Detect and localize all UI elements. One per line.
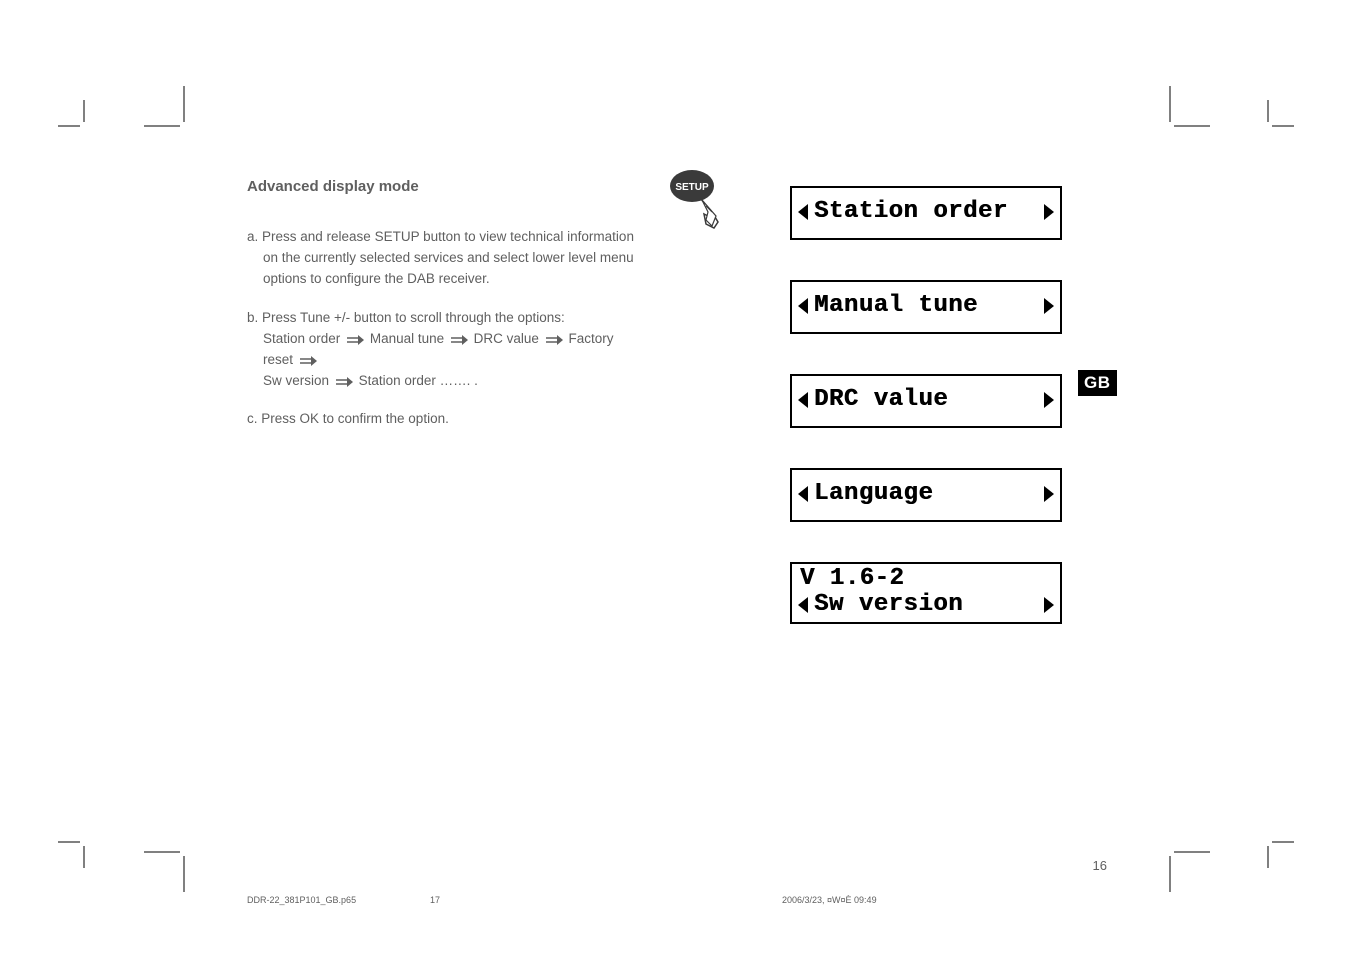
- setup-button-icon: SETUP: [668, 168, 726, 239]
- right-arrow-icon: [1044, 486, 1054, 502]
- lcd-text: Manual tune: [810, 293, 982, 319]
- lcd-text: Station order: [810, 199, 1012, 225]
- paragraph-c: c. Press OK to confirm the option.: [247, 409, 647, 430]
- para-a-line1: a. Press and release SETUP button to vie…: [247, 227, 647, 248]
- crop-mark-tl: [144, 86, 200, 142]
- page-number: 16: [1093, 858, 1107, 873]
- left-arrow-icon: [798, 392, 808, 408]
- arrow-icon: [299, 356, 317, 366]
- arrow-icon: [450, 335, 468, 345]
- lcd-drc-value: DRC value: [790, 374, 1062, 428]
- crop-outer-tl: [58, 100, 98, 140]
- lcd-manual-tune: Manual tune: [790, 280, 1062, 334]
- lcd-text-bot: Sw version: [810, 592, 967, 618]
- footer-page: 17: [430, 895, 440, 905]
- language-badge-gb: GB: [1078, 370, 1117, 396]
- seq-manual-tune: Manual tune: [370, 331, 444, 346]
- right-arrow-icon: [1044, 597, 1054, 613]
- crop-outer-bl: [58, 828, 98, 868]
- para-b-line3: Sw version Station order ……. .: [247, 371, 647, 392]
- crop-outer-br: [1254, 828, 1294, 868]
- lcd-language: Language: [790, 468, 1062, 522]
- crop-mark-bl: [144, 836, 200, 892]
- left-arrow-icon: [798, 486, 808, 502]
- crop-mark-tr: [1154, 86, 1210, 142]
- seq-drc-value: DRC value: [474, 331, 539, 346]
- crop-mark-br: [1154, 836, 1210, 892]
- left-arrow-icon: [798, 597, 808, 613]
- crop-outer-tr: [1254, 100, 1294, 140]
- paragraph-a: a. Press and release SETUP button to vie…: [247, 227, 647, 290]
- lcd-text: DRC value: [810, 387, 952, 413]
- lcd-sw-version: V 1.6-2 Sw version: [790, 562, 1062, 624]
- footer-filename: DDR-22_381P101_GB.p65: [247, 895, 356, 905]
- para-b-line2: Station order Manual tune DRC value Fact…: [247, 329, 647, 371]
- footer-date: 2006/3/23, ¤W¤È 09:49: [782, 895, 877, 905]
- arrow-icon: [545, 335, 563, 345]
- setup-label: SETUP: [675, 182, 709, 193]
- lcd-station-order: Station order: [790, 186, 1062, 240]
- left-arrow-icon: [798, 298, 808, 314]
- para-c-line: c. Press OK to confirm the option.: [247, 409, 647, 430]
- right-arrow-icon: [1044, 392, 1054, 408]
- seq-sw-version: Sw version: [263, 373, 329, 388]
- paragraph-b: b. Press Tune +/- button to scroll throu…: [247, 308, 647, 392]
- seq-station-order: Station order: [263, 331, 340, 346]
- right-arrow-icon: [1044, 298, 1054, 314]
- para-b-line1: b. Press Tune +/- button to scroll throu…: [247, 308, 647, 329]
- para-a-line2: on the currently selected services and s…: [247, 248, 647, 269]
- arrow-icon: [335, 377, 353, 387]
- lcd-text: Language: [810, 481, 937, 507]
- lcd-column: Station order Manual tune DRC value Lang…: [790, 186, 1062, 664]
- lcd-text-top: V 1.6-2: [798, 566, 908, 592]
- right-arrow-icon: [1044, 204, 1054, 220]
- para-a-line3: options to configure the DAB receiver.: [247, 269, 647, 290]
- left-arrow-icon: [798, 204, 808, 220]
- arrow-icon: [346, 335, 364, 345]
- seq-station-order-loop: Station order ……. .: [359, 373, 478, 388]
